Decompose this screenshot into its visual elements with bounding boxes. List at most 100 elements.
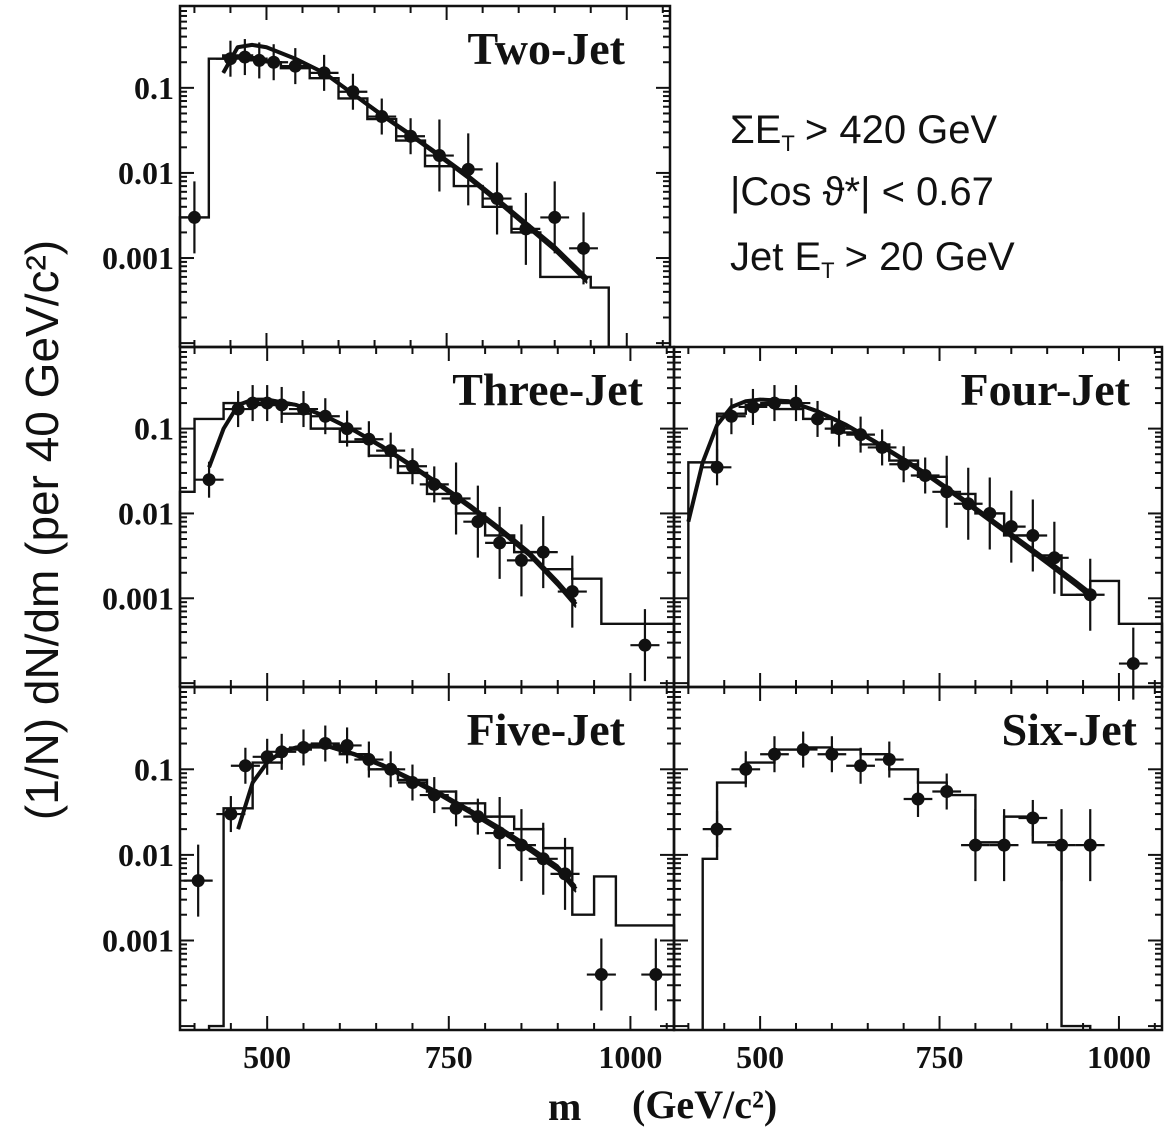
data-point <box>1126 657 1140 671</box>
theory-curve <box>222 44 588 284</box>
theory-curve <box>237 743 577 888</box>
data-point <box>548 210 562 224</box>
data-point <box>854 428 868 442</box>
y-tick-label: 0.1 <box>134 411 174 447</box>
data-point <box>490 192 504 206</box>
data-point <box>427 788 441 802</box>
data-point <box>362 432 376 446</box>
data-point <box>1004 520 1018 534</box>
theory-curve <box>237 745 577 892</box>
data-point <box>710 460 724 474</box>
data-point <box>318 409 332 423</box>
x-tick-label: 1000 <box>598 1039 662 1075</box>
data-point <box>1047 551 1061 565</box>
data-point <box>983 506 997 520</box>
data-point <box>405 459 419 473</box>
x-axis-title-variable: m <box>548 1084 581 1129</box>
mc-histogram <box>687 403 1164 687</box>
data-point <box>536 852 550 866</box>
data-point <box>918 469 932 483</box>
panel-title: Three-Jet <box>452 364 643 415</box>
theory-curve <box>221 42 589 282</box>
data-point <box>1083 838 1097 852</box>
data-point <box>638 638 652 652</box>
panel-title: Two-Jet <box>467 23 625 74</box>
data-point <box>449 492 463 506</box>
data-point <box>238 759 252 773</box>
data-point <box>260 396 274 410</box>
data-point <box>832 422 846 436</box>
data-point <box>375 110 389 124</box>
data-point <box>519 222 533 236</box>
data-point <box>362 753 376 767</box>
y-tick-label: 0.001 <box>102 922 174 958</box>
x-tick-label: 1000 <box>1087 1039 1151 1075</box>
data-point <box>384 444 398 458</box>
theory-curve <box>236 743 578 891</box>
panel-title: Six-Jet <box>1002 704 1138 755</box>
data-point <box>1055 838 1069 852</box>
data-point <box>565 585 579 599</box>
data-point <box>961 497 975 511</box>
data-point <box>288 59 302 73</box>
data-point <box>811 412 825 426</box>
data-point <box>882 753 896 767</box>
panel-two-jet: 0.1 0.01 0.001 Two-Jet <box>102 4 672 349</box>
data-point <box>767 396 781 410</box>
data-point <box>238 50 252 64</box>
data-point <box>297 740 310 754</box>
data-point <box>940 785 954 799</box>
data-point <box>1026 528 1040 542</box>
theory-curve <box>687 399 1091 599</box>
mc-histogram <box>701 746 1092 1030</box>
data-point <box>191 874 205 888</box>
data-point <box>940 485 954 499</box>
cut-cos-theta: |Cos ϑ*| < 0.67 <box>730 170 994 214</box>
mc-histogram <box>178 54 610 347</box>
data-point <box>404 129 418 143</box>
data-point <box>346 85 360 99</box>
data-point <box>968 838 982 852</box>
data-point <box>739 762 753 776</box>
data-point <box>340 738 354 752</box>
mc-histogram <box>207 746 676 1030</box>
y-tick-label: 0.01 <box>118 155 174 191</box>
data-point <box>224 807 238 821</box>
panels: 0.1 0.01 0.001 Two-Jet 0.1 0.01 0.001 Three-Jet… <box>102 4 1164 1075</box>
x-axis-title: m (GeV/c²) <box>548 1082 777 1129</box>
cuts-annotation: ΣET > 420 GeV |Cos ϑ*| < 0.67 Jet ET > 20 … <box>730 108 1015 283</box>
theory-curve <box>687 399 1091 597</box>
data-point <box>493 536 507 550</box>
data-point <box>514 553 528 567</box>
y-axis-title: (1/N) dN/dm (per 40 GeV/c²) <box>16 240 68 820</box>
x-tick-label: 750 <box>425 1039 473 1075</box>
theory-curve <box>687 397 1091 593</box>
data-point <box>275 745 289 759</box>
data-point <box>1026 811 1040 825</box>
data-point <box>796 743 810 757</box>
data-point <box>317 66 331 80</box>
cut-jet-et: Jet ET > 20 GeV <box>730 235 1015 283</box>
data-point <box>875 440 889 454</box>
y-tick-label: 0.001 <box>102 580 174 616</box>
data-point <box>724 409 738 423</box>
data-point <box>432 149 446 163</box>
data-point <box>710 822 724 836</box>
data-point <box>384 762 398 776</box>
theory-curve <box>222 43 588 278</box>
y-tick-label: 0.01 <box>118 837 174 873</box>
theory-curve <box>237 743 577 887</box>
data-point <box>267 55 281 69</box>
y-tick-label: 0.01 <box>118 495 174 531</box>
x-tick-label: 500 <box>243 1039 291 1075</box>
panel-three-jet: 0.1 0.01 0.001 Three-Jet <box>102 345 676 689</box>
y-tick-label: 0.1 <box>134 70 174 106</box>
data-point <box>493 826 507 840</box>
theory-curve <box>222 44 588 283</box>
data-point <box>897 457 911 471</box>
x-tick-label: 500 <box>736 1039 784 1075</box>
theory-curve <box>687 398 1091 594</box>
data-point <box>471 810 485 824</box>
data-point <box>340 422 354 436</box>
